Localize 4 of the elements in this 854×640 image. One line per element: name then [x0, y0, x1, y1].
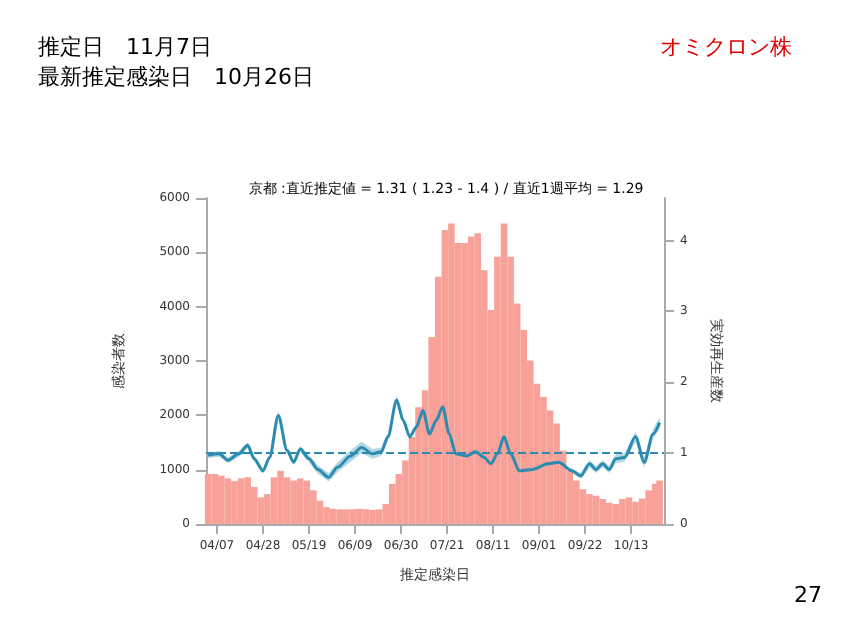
text: 最新推定感染日 10月26日: [38, 64, 314, 90]
text: 27: [794, 582, 823, 608]
text: オミクロン株: [660, 34, 792, 60]
text: 推定日 11月7日: [38, 34, 212, 60]
